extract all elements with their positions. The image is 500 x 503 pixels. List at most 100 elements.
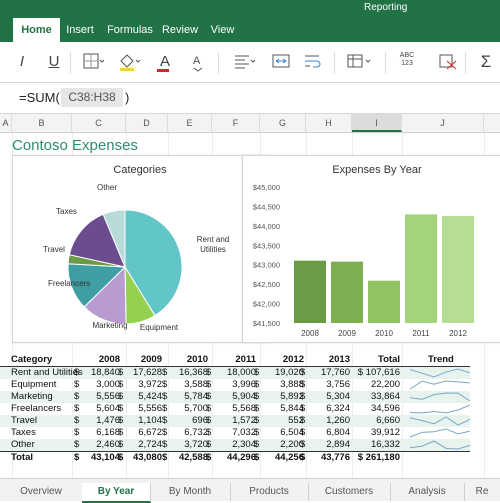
align-button[interactable] <box>232 52 258 72</box>
table-row[interactable]: Marketing $5,556 $5,424 $5,784 $5,904 $5,892 $… <box>0 391 471 403</box>
table-row[interactable]: Freelancers $5,604 $5,556 $5,700 $5,568 $5,84… <box>0 403 471 415</box>
table-cell[interactable]: 44,256 <box>274 452 304 463</box>
fill-color-button[interactable] <box>116 52 142 72</box>
table-cell[interactable]: 6,672 <box>138 427 162 438</box>
expenses-by-year-chart[interactable]: Expenses By Year $45,000 $44,500 $44,000 $4… <box>242 155 500 343</box>
table-cell[interactable]: Equipment <box>11 379 57 390</box>
column-header-f[interactable]: F <box>212 114 260 132</box>
table-cell[interactable]: 44,296 <box>226 452 256 463</box>
table-cell[interactable]: 3,756 <box>326 379 350 390</box>
sheet-tab-by-month[interactable]: By Month <box>150 483 231 501</box>
table-cell[interactable]: 552 <box>288 415 304 426</box>
table-cell[interactable]: 2012 <box>282 354 304 365</box>
table-cell[interactable]: 3,972 <box>138 379 162 390</box>
column-header-h[interactable]: H <box>306 114 352 132</box>
table-cell[interactable]: 5,700 <box>184 403 208 414</box>
table-cell[interactable]: 7,032 <box>232 427 256 438</box>
table-cell[interactable]: 6,168 <box>96 427 120 438</box>
table-cell[interactable]: 2009 <box>140 354 162 365</box>
borders-button[interactable] <box>80 52 106 72</box>
table-cell[interactable]: 5,892 <box>280 391 304 402</box>
table-cell[interactable]: 2013 <box>328 354 350 365</box>
number-format-button[interactable]: ABC 123 <box>399 52 415 67</box>
column-header-a[interactable]: A <box>0 114 12 132</box>
table-cell[interactable]: 18,840 <box>90 367 120 378</box>
table-cell[interactable]: 6,804 <box>326 427 350 438</box>
table-row[interactable]: Travel $1,476 $1,104 $696 $1,572 $552 $1,260 6,… <box>0 415 471 427</box>
table-cell[interactable]: 22,200 <box>370 379 400 390</box>
table-cell[interactable]: 1,476 <box>96 415 120 426</box>
table-cell[interactable]: Travel <box>11 415 38 426</box>
table-cell[interactable]: 5,604 <box>96 403 120 414</box>
table-cell[interactable]: Total <box>378 354 400 365</box>
font-color-button[interactable]: A <box>152 52 178 72</box>
categories-chart[interactable]: Categories Rent and Utilities Equipment Mar… <box>12 155 268 343</box>
table-cell[interactable]: 2,304 <box>232 439 256 450</box>
table-cell[interactable]: 3,588 <box>184 379 208 390</box>
table-cell[interactable]: 3,000 <box>96 379 120 390</box>
table-cell[interactable]: 2010 <box>186 354 208 365</box>
format-button[interactable] <box>345 52 373 72</box>
table-cell[interactable]: 19,020 <box>274 367 304 378</box>
table-cell[interactable]: 16,332 <box>370 439 400 450</box>
table-cell[interactable]: 43,104 <box>90 452 120 463</box>
autosum-button[interactable]: Σ <box>480 52 492 71</box>
tab-insert[interactable]: Insert <box>66 24 94 36</box>
table-cell[interactable]: 5,784 <box>184 391 208 402</box>
table-cell[interactable]: 3,888 <box>280 379 304 390</box>
tab-formulas[interactable]: Formulas <box>107 24 153 36</box>
clear-button[interactable] <box>438 52 458 72</box>
table-header-row[interactable]: Category 2008 2009 2010 2011 2012 2013 Total Tre… <box>0 354 470 367</box>
table-cell[interactable]: 5,844 <box>280 403 304 414</box>
table-row[interactable]: Other $2,460 $2,724 $3,720 $2,304 $2,200 $2,89… <box>0 439 471 451</box>
table-cell[interactable]: Marketing <box>11 391 53 402</box>
table-cell[interactable]: 6,504 <box>280 427 304 438</box>
table-cell[interactable]: 16,368 <box>178 367 208 378</box>
table-cell[interactable]: 5,568 <box>232 403 256 414</box>
sheet-tab-overview[interactable]: Overview <box>0 483 83 501</box>
table-cell[interactable]: 2,894 <box>326 439 350 450</box>
formula-range-chip[interactable]: C38:H38 <box>61 88 123 107</box>
sheet-tab-by-year[interactable]: By Year <box>82 483 151 503</box>
table-cell[interactable]: Freelancers <box>11 403 62 414</box>
table-cell[interactable]: 5,424 <box>138 391 162 402</box>
table-cell[interactable]: 17,760 <box>320 367 350 378</box>
table-cell[interactable]: 18,000 <box>226 367 256 378</box>
sheet-tab-more[interactable]: Re <box>464 483 500 501</box>
table-cell[interactable]: 34,596 <box>370 403 400 414</box>
table-cell[interactable]: 1,260 <box>326 415 350 426</box>
font-size-button[interactable]: A <box>188 52 208 72</box>
table-cell[interactable]: 2011 <box>235 354 256 365</box>
sheet-tab-customers[interactable]: Customers <box>308 483 391 501</box>
underline-button[interactable]: U <box>48 53 60 70</box>
formula-bar[interactable]: =SUM( C38:H38 ) <box>0 83 500 114</box>
column-header-e[interactable]: E <box>168 114 212 132</box>
table-cell[interactable]: Category <box>11 354 53 365</box>
table-cell[interactable]: 2,724 <box>138 439 162 450</box>
table-cell[interactable]: 42,588 <box>178 452 208 463</box>
column-header-d[interactable]: D <box>126 114 168 132</box>
table-cell[interactable]: 43,080 <box>132 452 162 463</box>
table-cell[interactable]: 2008 <box>98 354 120 365</box>
table-cell[interactable]: 1,104 <box>138 415 162 426</box>
table-cell[interactable]: 43,776 <box>320 452 350 463</box>
tab-review[interactable]: Review <box>161 24 199 36</box>
table-cell[interactable]: 2,200 <box>280 439 304 450</box>
worksheet-grid[interactable]: Contoso Expenses Categories Rent and Util… <box>0 133 500 478</box>
tab-home[interactable]: Home <box>13 18 60 42</box>
sheet-tab-analysis[interactable]: Analysis <box>390 483 465 501</box>
tab-view[interactable]: View <box>210 24 235 36</box>
table-cell[interactable]: 5,556 <box>96 391 120 402</box>
table-cell[interactable]: 1,572 <box>232 415 256 426</box>
column-header-c[interactable]: C <box>72 114 126 132</box>
sheet-tab-products[interactable]: Products <box>230 483 309 501</box>
table-cell[interactable]: 3,996 <box>232 379 256 390</box>
table-row[interactable]: Taxes $6,168 $6,672 $6,732 $7,032 $6,504 $6,80… <box>0 427 471 439</box>
table-cell[interactable]: $ 261,180 <box>357 452 400 463</box>
column-header-b[interactable]: B <box>12 114 72 132</box>
table-cell[interactable]: 6,324 <box>326 403 350 414</box>
table-row[interactable]: Total $43,104 $43,080 $42,588 $44,296 $44,256… <box>0 451 470 464</box>
table-cell[interactable]: 5,904 <box>232 391 256 402</box>
column-header-i[interactable]: I <box>352 114 402 132</box>
table-cell[interactable]: Rent and Utilities <box>11 367 83 378</box>
